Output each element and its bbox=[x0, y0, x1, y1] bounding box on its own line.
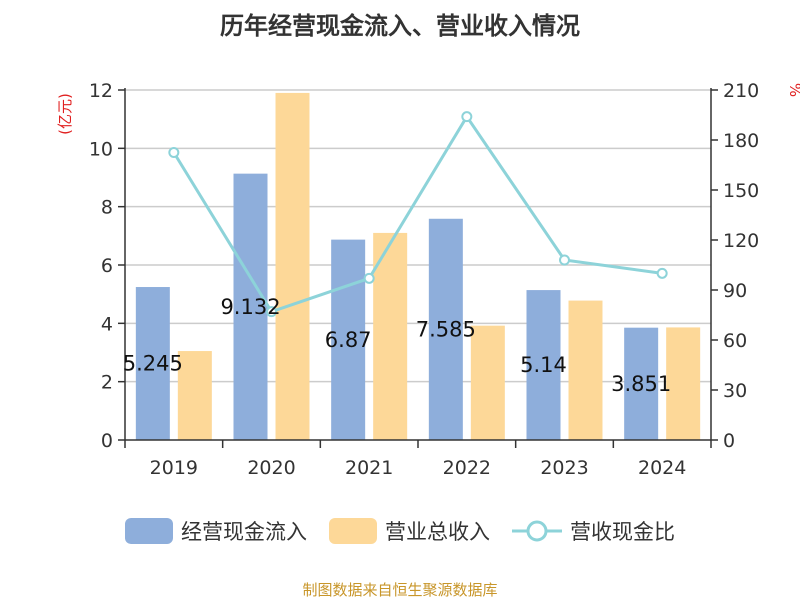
right-tick-label: 90 bbox=[723, 280, 747, 302]
revenue-swatch bbox=[329, 518, 377, 544]
left-tick-label: 10 bbox=[89, 138, 113, 160]
ratio-point bbox=[461, 111, 473, 123]
ratio-point bbox=[656, 267, 668, 279]
x-tick-label: 2023 bbox=[540, 457, 588, 479]
legend-label-ratio: 营收现金比 bbox=[570, 520, 675, 544]
x-tick-label: 2021 bbox=[345, 457, 393, 479]
source-footer: 制图数据来自恒生聚源数据库 bbox=[302, 581, 498, 599]
cash-inflow-swatch bbox=[125, 518, 173, 544]
legend: 经营现金流入 营业总收入 营收现金比 bbox=[0, 516, 800, 546]
legend-item-revenue[interactable]: 营业总收入 bbox=[329, 516, 490, 546]
revenue-bar bbox=[470, 325, 505, 440]
ratio-point bbox=[266, 306, 277, 318]
right-tick-label: 0 bbox=[723, 430, 735, 452]
cash-inflow-bar bbox=[331, 239, 366, 440]
left-tick-label: 4 bbox=[101, 313, 113, 335]
left-tick-label: 6 bbox=[101, 255, 113, 277]
left-axis-unit: (亿元) bbox=[56, 93, 74, 135]
bars bbox=[135, 92, 701, 441]
ratio-point bbox=[363, 272, 375, 284]
right-tick-label: 150 bbox=[723, 180, 759, 202]
ratio-line-marker-icon bbox=[512, 520, 562, 542]
grid-lines bbox=[125, 89, 711, 383]
revenue-bar bbox=[568, 300, 603, 440]
cash-inflow-bar bbox=[233, 173, 268, 440]
right-tick-label: 120 bbox=[723, 230, 759, 252]
ratio-point bbox=[559, 254, 570, 266]
left-tick-label: 8 bbox=[101, 197, 113, 219]
ratio-line-path bbox=[172, 113, 663, 314]
cash-inflow-bar bbox=[624, 327, 659, 440]
revenue-bar bbox=[373, 232, 408, 440]
cash-inflow-bar bbox=[135, 287, 170, 440]
cash-inflow-data-label: 7.585 bbox=[416, 317, 476, 341]
chart-title: 历年经营现金流入、营业收入情况 bbox=[220, 12, 580, 40]
ratio-point bbox=[168, 147, 180, 158]
ratio-line bbox=[168, 111, 668, 318]
right-tick-label: 30 bbox=[723, 380, 747, 402]
revenue-bar bbox=[666, 327, 701, 440]
cash-inflow-data-label: 9.132 bbox=[220, 295, 280, 319]
cash-inflow-bar bbox=[526, 290, 561, 440]
x-tick-label: 2020 bbox=[247, 457, 295, 479]
x-tick-label: 2024 bbox=[638, 457, 686, 479]
right-tick-label: 210 bbox=[723, 80, 759, 102]
revenue-bar bbox=[177, 351, 212, 440]
left-tick-label: 0 bbox=[101, 430, 113, 452]
right-tick-label: 180 bbox=[723, 130, 759, 152]
cash-inflow-data-label: 6.87 bbox=[325, 328, 372, 352]
legend-label-cash-inflow: 经营现金流入 bbox=[181, 520, 307, 544]
legend-item-cash-inflow[interactable]: 经营现金流入 bbox=[125, 516, 307, 546]
data-labels: 5.245 9.132 6.87 7.585 5.14 3.851 bbox=[123, 295, 671, 396]
legend-item-ratio[interactable]: 营收现金比 bbox=[512, 516, 675, 546]
left-tick-label: 12 bbox=[89, 80, 113, 102]
x-tick-label: 2022 bbox=[443, 457, 491, 479]
cash-inflow-data-label: 3.851 bbox=[611, 372, 671, 396]
cash-inflow-data-label: 5.245 bbox=[123, 352, 183, 376]
left-tick-label: 2 bbox=[101, 372, 113, 394]
cash-inflow-bar bbox=[428, 218, 463, 440]
cash-inflow-data-label: 5.14 bbox=[520, 353, 567, 377]
x-tick-label: 2019 bbox=[150, 457, 198, 479]
right-tick-label: 60 bbox=[723, 330, 747, 352]
revenue-bar bbox=[275, 92, 310, 441]
legend-label-revenue: 营业总收入 bbox=[385, 520, 490, 544]
right-axis-unit: % bbox=[786, 83, 800, 97]
